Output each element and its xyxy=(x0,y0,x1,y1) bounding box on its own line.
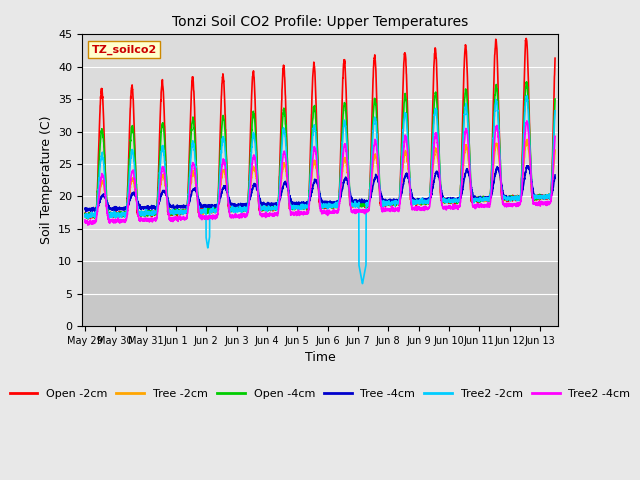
Tree2 -4cm xyxy=(492,129,499,134)
Tree -4cm xyxy=(135,203,143,208)
Open -2cm xyxy=(551,55,559,61)
Line: Tree2 -4cm: Tree2 -4cm xyxy=(85,121,555,225)
Tree2 -2cm xyxy=(163,185,170,191)
Open -2cm xyxy=(492,45,499,50)
Tree2 -4cm xyxy=(84,222,92,228)
Line: Open -2cm: Open -2cm xyxy=(85,38,555,219)
Tree -4cm xyxy=(262,201,269,207)
Line: Open -4cm: Open -4cm xyxy=(85,82,555,218)
Tree2 -2cm xyxy=(134,211,142,216)
Tree -2cm xyxy=(262,204,269,210)
Tree2 -2cm xyxy=(523,93,531,98)
Tree2 -2cm xyxy=(261,206,269,212)
Legend: Open -2cm, Tree -2cm, Open -4cm, Tree -4cm, Tree2 -2cm, Tree2 -4cm: Open -2cm, Tree -2cm, Open -4cm, Tree -4… xyxy=(5,384,635,403)
Open -4cm xyxy=(551,96,559,102)
Tree -2cm xyxy=(551,147,559,153)
Tree -2cm xyxy=(81,211,89,217)
Open -2cm xyxy=(84,216,92,222)
Line: Tree -4cm: Tree -4cm xyxy=(85,166,555,212)
Tree2 -2cm xyxy=(492,101,499,107)
Open -4cm xyxy=(262,206,269,212)
Line: Tree2 -2cm: Tree2 -2cm xyxy=(85,96,555,284)
Open -2cm xyxy=(262,207,269,213)
Open -2cm xyxy=(163,186,170,192)
Open -2cm xyxy=(81,211,89,216)
Tree -4cm xyxy=(81,205,89,211)
Tree2 -2cm xyxy=(551,108,559,114)
Open -2cm xyxy=(135,212,143,218)
Tree -4cm xyxy=(82,209,90,215)
Tree -4cm xyxy=(163,192,170,198)
Tree2 -4cm xyxy=(163,192,170,198)
Text: TZ_soilco2: TZ_soilco2 xyxy=(92,45,157,55)
Tree2 -4cm xyxy=(81,217,89,223)
Tree2 -2cm xyxy=(81,212,89,217)
X-axis label: Time: Time xyxy=(305,351,335,364)
Tree -4cm xyxy=(282,182,289,188)
Tree -2cm xyxy=(84,216,92,221)
Tree2 -2cm xyxy=(358,281,366,287)
Open -4cm xyxy=(523,79,531,85)
Tree -2cm xyxy=(524,136,531,142)
Tree2 -2cm xyxy=(282,138,289,144)
Line: Tree -2cm: Tree -2cm xyxy=(85,139,555,218)
Tree -2cm xyxy=(135,210,143,216)
Open -4cm xyxy=(163,179,170,184)
Tree -2cm xyxy=(282,165,289,170)
Tree2 -4cm xyxy=(135,215,143,220)
Open -2cm xyxy=(282,105,289,110)
Open -4cm xyxy=(492,89,499,95)
Open -4cm xyxy=(542,195,550,201)
Tree2 -4cm xyxy=(551,133,559,139)
Bar xyxy=(82,35,558,261)
Tree -2cm xyxy=(542,194,550,200)
Open -2cm xyxy=(522,36,530,41)
Open -4cm xyxy=(83,216,91,221)
Open -4cm xyxy=(81,211,89,216)
Tree -4cm xyxy=(492,170,499,176)
Tree -4cm xyxy=(542,193,550,199)
Open -4cm xyxy=(282,124,289,130)
Tree2 -2cm xyxy=(542,195,550,201)
Tree2 -4cm xyxy=(282,156,289,161)
Tree2 -4cm xyxy=(542,199,550,205)
Tree -2cm xyxy=(163,192,170,198)
Tree2 -4cm xyxy=(262,211,269,216)
Tree -4cm xyxy=(524,163,531,168)
Tree -4cm xyxy=(551,172,559,178)
Y-axis label: Soil Temperature (C): Soil Temperature (C) xyxy=(40,116,52,244)
Open -2cm xyxy=(542,192,550,198)
Tree2 -4cm xyxy=(523,118,531,124)
Open -4cm xyxy=(135,212,143,218)
Tree -2cm xyxy=(492,145,499,151)
Title: Tonzi Soil CO2 Profile: Upper Temperatures: Tonzi Soil CO2 Profile: Upper Temperatur… xyxy=(172,15,468,29)
